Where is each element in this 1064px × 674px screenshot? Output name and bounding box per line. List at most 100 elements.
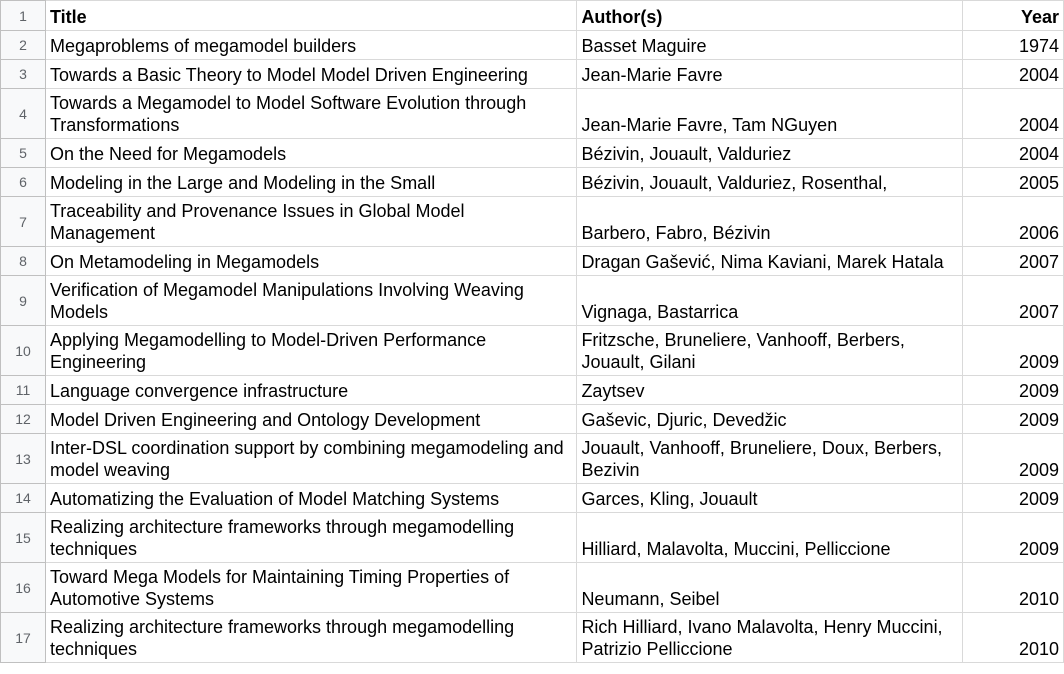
title-cell[interactable]: Traceability and Provenance Issues in Gl… xyxy=(44,196,578,247)
title-cell[interactable]: Realizing architecture frameworks throug… xyxy=(44,512,578,563)
title-cell[interactable]: On Metamodeling in Megamodels xyxy=(44,246,578,276)
row-number-header[interactable]: 4 xyxy=(0,88,46,139)
year-cell[interactable]: 2009 xyxy=(962,512,1064,563)
row-number-header[interactable]: 8 xyxy=(0,246,46,276)
authors-cell-text: Hilliard, Malavolta, Muccini, Pelliccion… xyxy=(581,539,891,559)
authors-cell[interactable]: Fritzsche, Bruneliere, Vanhooff, Berbers… xyxy=(576,325,964,376)
year-cell[interactable]: 1974 xyxy=(962,30,1064,60)
authors-cell-text: Jean-Marie Favre xyxy=(581,65,723,85)
title-cell-text: Language convergence infrastructure xyxy=(49,381,349,401)
year-cell[interactable]: 2009 xyxy=(962,375,1064,405)
row-number-header[interactable]: 17 xyxy=(0,612,46,663)
row-number-header[interactable]: 1 xyxy=(0,0,46,31)
year-cell[interactable]: 2004 xyxy=(962,59,1064,89)
year-cell-text: 2004 xyxy=(1018,65,1059,85)
authors-cell[interactable]: Neumann, Seibel xyxy=(576,562,964,613)
title-cell[interactable]: Automatizing the Evaluation of Model Mat… xyxy=(44,483,578,513)
title-cell[interactable]: Toward Mega Models for Maintaining Timin… xyxy=(44,562,578,613)
year-cell-text: 2010 xyxy=(1018,589,1059,609)
table-row: 14 Automatizing the Evaluation of Model M… xyxy=(0,483,1064,513)
column-header-title[interactable]: Title xyxy=(44,0,578,31)
title-cell-text: On Metamodeling in Megamodels xyxy=(49,252,320,272)
row-number-header[interactable]: 16 xyxy=(0,562,46,613)
title-cell[interactable]: Towards a Basic Theory to Model Model Dr… xyxy=(44,59,578,89)
authors-cell[interactable]: Jean-Marie Favre, Tam NGuyen xyxy=(576,88,964,139)
title-cell[interactable]: Megaproblems of megamodel builders xyxy=(44,30,578,60)
authors-cell[interactable]: Dragan Gašević, Nima Kaviani, Marek Hata… xyxy=(576,246,964,276)
authors-cell[interactable]: Bézivin, Jouault, Valduriez xyxy=(576,138,964,168)
table-row: 2 Megaproblems of megamodel builders Basse… xyxy=(0,30,1064,60)
title-cell[interactable]: On the Need for Megamodels xyxy=(44,138,578,168)
year-cell[interactable]: 2004 xyxy=(962,138,1064,168)
row-number-header[interactable]: 15 xyxy=(0,512,46,563)
table-row: 5 On the Need for Megamodels Bézivin, Joua… xyxy=(0,138,1064,168)
title-cell-text: Automatizing the Evaluation of Model Mat… xyxy=(49,489,500,509)
year-cell[interactable]: 2010 xyxy=(962,612,1064,663)
authors-cell[interactable]: Gaševic, Djuric, Devedžic xyxy=(576,404,964,434)
row-number-header[interactable]: 5 xyxy=(0,138,46,168)
year-cell[interactable]: 2007 xyxy=(962,246,1064,276)
year-cell[interactable]: 2009 xyxy=(962,325,1064,376)
year-cell[interactable]: 2009 xyxy=(962,404,1064,434)
authors-cell-text: Vignaga, Bastarrica xyxy=(581,302,739,322)
authors-cell[interactable]: Garces, Kling, Jouault xyxy=(576,483,964,513)
year-cell[interactable]: 2007 xyxy=(962,275,1064,326)
title-cell[interactable]: Towards a Megamodel to Model Software Ev… xyxy=(44,88,578,139)
authors-cell[interactable]: Barbero, Fabro, Bézivin xyxy=(576,196,964,247)
table-row: 12 Model Driven Engineering and Ontology … xyxy=(0,404,1064,434)
authors-cell-text: Basset Maguire xyxy=(581,36,707,56)
column-header-year[interactable]: Year xyxy=(962,0,1064,31)
title-cell-text: Verification of Megamodel Manipulations … xyxy=(49,280,524,322)
year-cell[interactable]: 2006 xyxy=(962,196,1064,247)
year-cell[interactable]: 2004 xyxy=(962,88,1064,139)
row-number-header[interactable]: 6 xyxy=(0,167,46,197)
table-row: 17 Realizing architecture frameworks thro… xyxy=(0,612,1064,663)
row-number-header[interactable]: 10 xyxy=(0,325,46,376)
authors-cell[interactable]: Hilliard, Malavolta, Muccini, Pelliccion… xyxy=(576,512,964,563)
title-cell-text: Modeling in the Large and Modeling in th… xyxy=(49,173,436,193)
authors-cell-text: Rich Hilliard, Ivano Malavolta, Henry Mu… xyxy=(581,617,943,659)
title-cell-text: Traceability and Provenance Issues in Gl… xyxy=(49,201,465,243)
title-cell[interactable]: Inter-DSL coordination support by combin… xyxy=(44,433,578,484)
table-row: 15 Realizing architecture frameworks thro… xyxy=(0,512,1064,563)
year-cell[interactable]: 2005 xyxy=(962,167,1064,197)
row-number-header[interactable]: 11 xyxy=(0,375,46,405)
title-cell[interactable]: Modeling in the Large and Modeling in th… xyxy=(44,167,578,197)
year-cell-text: 1974 xyxy=(1018,36,1059,56)
year-cell[interactable]: 2010 xyxy=(962,562,1064,613)
year-cell[interactable]: 2009 xyxy=(962,433,1064,484)
authors-cell-text: Dragan Gašević, Nima Kaviani, Marek Hata… xyxy=(581,252,944,272)
table-row: 9 Verification of Megamodel Manipulations… xyxy=(0,275,1064,326)
row-number-header[interactable]: 12 xyxy=(0,404,46,434)
title-cell[interactable]: Realizing architecture frameworks throug… xyxy=(44,612,578,663)
title-cell-text: Inter-DSL coordination support by combin… xyxy=(49,438,564,480)
authors-cell[interactable]: Rich Hilliard, Ivano Malavolta, Henry Mu… xyxy=(576,612,964,663)
authors-cell[interactable]: Jean-Marie Favre xyxy=(576,59,964,89)
row-number-header[interactable]: 7 xyxy=(0,196,46,247)
table-row: 6 Modeling in the Large and Modeling in t… xyxy=(0,167,1064,197)
year-cell[interactable]: 2009 xyxy=(962,483,1064,513)
year-cell-text: 2009 xyxy=(1018,381,1059,401)
title-cell[interactable]: Applying Megamodelling to Model-Driven P… xyxy=(44,325,578,376)
title-cell-text: Towards a Basic Theory to Model Model Dr… xyxy=(49,65,528,85)
title-cell[interactable]: Verification of Megamodel Manipulations … xyxy=(44,275,578,326)
authors-cell[interactable]: Zaytsev xyxy=(576,375,964,405)
table-row: 11 Language convergence infrastructure Zay… xyxy=(0,375,1064,405)
year-cell-text: 2007 xyxy=(1018,252,1059,272)
row-number-header[interactable]: 9 xyxy=(0,275,46,326)
title-cell-text: Realizing architecture frameworks throug… xyxy=(49,617,515,659)
title-cell[interactable]: Model Driven Engineering and Ontology De… xyxy=(44,404,578,434)
row-number-header[interactable]: 2 xyxy=(0,30,46,60)
row-number-header[interactable]: 3 xyxy=(0,59,46,89)
column-header-authors[interactable]: Author(s) xyxy=(576,0,964,31)
title-cell[interactable]: Language convergence infrastructure xyxy=(44,375,578,405)
authors-cell[interactable]: Bézivin, Jouault, Valduriez, Rosenthal, xyxy=(576,167,964,197)
table-row: 4 Towards a Megamodel to Model Software E… xyxy=(0,88,1064,139)
authors-cell[interactable]: Jouault, Vanhooff, Bruneliere, Doux, Ber… xyxy=(576,433,964,484)
authors-cell[interactable]: Basset Maguire xyxy=(576,30,964,60)
title-cell-text: Realizing architecture frameworks throug… xyxy=(49,517,515,559)
authors-cell[interactable]: Vignaga, Bastarrica xyxy=(576,275,964,326)
row-number-header[interactable]: 13 xyxy=(0,433,46,484)
row-number-header[interactable]: 14 xyxy=(0,483,46,513)
